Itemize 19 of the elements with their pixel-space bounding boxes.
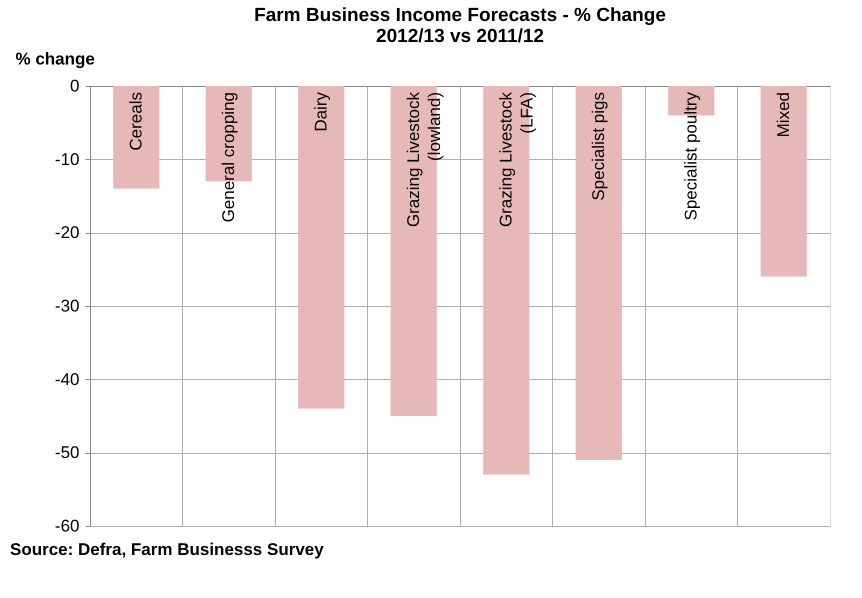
x-tick-label: Grazing Livestock (lowland) bbox=[404, 92, 444, 228]
x-tick-label: Mixed bbox=[774, 92, 793, 138]
y-tick-label: -50 bbox=[54, 443, 80, 462]
x-tick-label: Dairy bbox=[311, 92, 330, 132]
text: 2012/13 vs 2011/12 bbox=[376, 26, 544, 47]
y-tick-label: -10 bbox=[54, 150, 80, 169]
text: Farm Business Income Forecasts - % Change bbox=[254, 5, 666, 26]
y-axis-title: % change bbox=[16, 50, 95, 68]
x-tick-label: General cropping bbox=[218, 92, 238, 222]
y-tick-label: 0 bbox=[70, 76, 80, 96]
x-tick-label: Cereals bbox=[126, 92, 146, 151]
x-tick-label: Specialist poultry bbox=[681, 92, 700, 221]
x-tick-label: Grazing Livestock (LFA) bbox=[496, 92, 536, 228]
y-tick-label: -30 bbox=[54, 296, 80, 316]
y-tick-label: -20 bbox=[54, 223, 80, 242]
y-tick-label: -40 bbox=[54, 370, 80, 389]
source-note: Source: Defra, Farm Businesss Survey bbox=[10, 540, 324, 559]
x-tick-label: Specialist pigs bbox=[588, 92, 608, 201]
y-tick-label: -60 bbox=[54, 516, 80, 536]
